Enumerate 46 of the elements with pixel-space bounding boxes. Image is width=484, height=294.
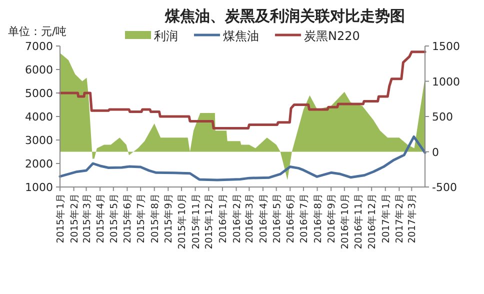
x-tick-label: 2015年9月 xyxy=(162,193,175,244)
y-tick-label: 3000 xyxy=(25,134,53,147)
y2-tick-label: 1500 xyxy=(432,40,460,53)
x-tick-label: 2015年4月 xyxy=(94,193,107,244)
x-tick-label: 2015年8月 xyxy=(148,193,161,244)
legend-label: 煤焦油 xyxy=(223,29,259,43)
x-tick-label: 2016年11月 xyxy=(352,193,365,250)
y2-tick-label: 500 xyxy=(432,110,453,124)
x-tick-label: 2016年2月 xyxy=(230,193,243,244)
y2-tick-label: -500 xyxy=(432,181,457,194)
y-axis-title: 单位：元/吨 xyxy=(8,25,67,38)
x-tick-label: 2016年9月 xyxy=(326,193,338,244)
chart-title: 煤焦油、炭黑及利润关联对比走势图 xyxy=(164,7,405,25)
x-tick-label: 2015年2月 xyxy=(68,193,80,244)
x-tick-label: 2017年1月 xyxy=(380,193,392,244)
x-tick-label: 2017年3月 xyxy=(406,193,418,244)
x-tick-label: 2015年3月 xyxy=(80,193,93,244)
y-tick-label: 4000 xyxy=(25,110,53,124)
y-tick-label: 7000 xyxy=(25,40,53,53)
x-tick-label: 2016年3月 xyxy=(244,193,256,244)
y-tick-label: 2000 xyxy=(25,158,53,170)
y-tick-label: 1000 xyxy=(25,181,53,194)
x-tick-label: 2015年1月 xyxy=(54,193,66,244)
x-tick-label: 2016年4月 xyxy=(257,193,270,244)
legend-label: 炭黑N220 xyxy=(304,29,360,43)
x-tick-label: 2015年10月 xyxy=(176,193,188,250)
line-series xyxy=(58,50,426,130)
line-series xyxy=(58,135,426,182)
legend-label: 利润 xyxy=(154,29,178,43)
y2-tick-label: 0 xyxy=(432,146,439,159)
x-tick-label: 2016年8月 xyxy=(312,193,324,244)
x-tick-label: 2016年1月 xyxy=(216,193,229,244)
x-tick-label: 2017年2月 xyxy=(394,193,406,244)
x-tick-label: 2016年6月 xyxy=(284,193,297,244)
y-tick-label: 6000 xyxy=(25,64,53,76)
y2-tick-label: 1000 xyxy=(432,75,460,88)
x-tick-label: 2015年12月 xyxy=(203,193,216,250)
x-tick-label: 2015年11月 xyxy=(190,193,202,250)
y-tick-label: 5000 xyxy=(25,87,53,100)
x-tick-label: 2016年5月 xyxy=(270,193,283,244)
x-tick-label: 2016年12月 xyxy=(366,193,378,250)
x-tick-label: 2015年7月 xyxy=(135,193,148,244)
x-tick-label: 2015年5月 xyxy=(108,193,120,244)
x-tick-label: 2016年7月 xyxy=(298,193,310,244)
x-tick-label: 2016年10月 xyxy=(338,193,351,250)
x-tick-label: 2015年6月 xyxy=(122,193,134,244)
